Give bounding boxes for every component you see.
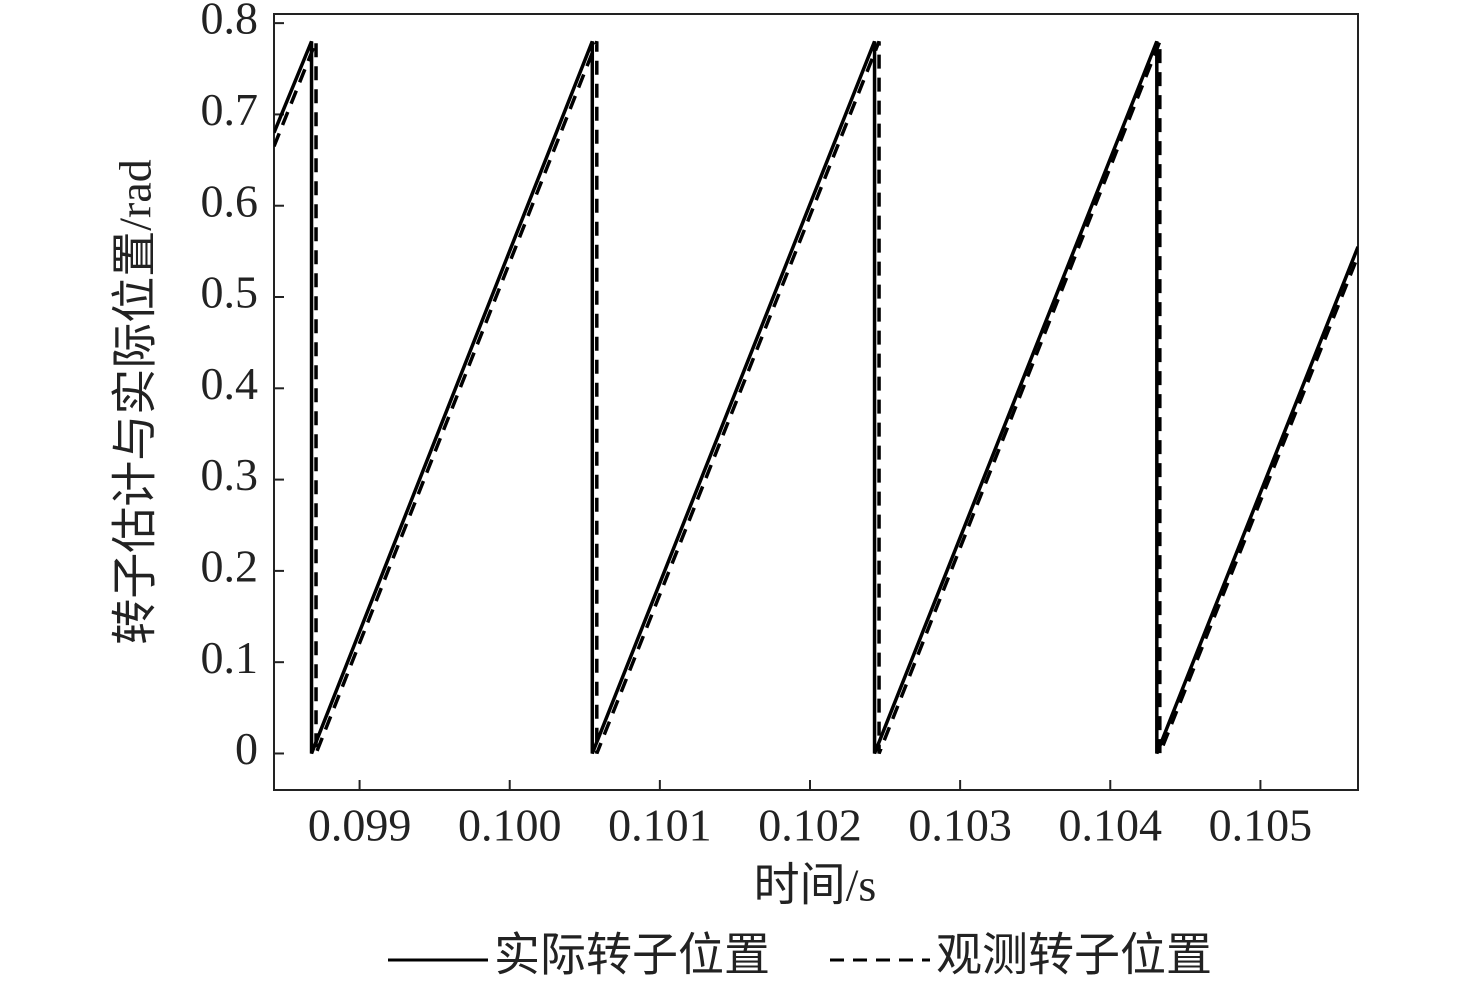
y-tick-label: 0.6 [201,175,259,226]
x-tick-label: 0.103 [908,800,1012,851]
y-tick-label: 0 [235,723,258,774]
x-tick-label: 0.102 [758,800,862,851]
y-tick-label: 0.3 [201,449,259,500]
x-axis-label: 时间/s [754,860,877,911]
y-tick-label: 0.5 [201,267,259,318]
x-tick-label: 0.101 [608,800,712,851]
x-tick-label: 0.100 [458,800,562,851]
y-axis-label: 转子估计与实际位置/rad [110,159,161,645]
y-tick-label: 0.7 [201,84,259,135]
plot-frame [273,13,1359,791]
y-tick-label: 0.2 [201,540,259,591]
x-tick-label: 0.105 [1209,800,1313,851]
x-tick-label: 0.104 [1059,800,1163,851]
series-line [274,40,1358,755]
y-tick-label: 0.1 [201,632,259,683]
series-line [274,40,1358,755]
y-tick-label: 0.4 [201,358,259,409]
legend-label: 观测转子位置 [936,930,1212,981]
x-tick-label: 0.099 [308,800,412,851]
legend-label: 实际转子位置 [494,930,770,981]
y-tick-label: 0.8 [201,0,259,44]
